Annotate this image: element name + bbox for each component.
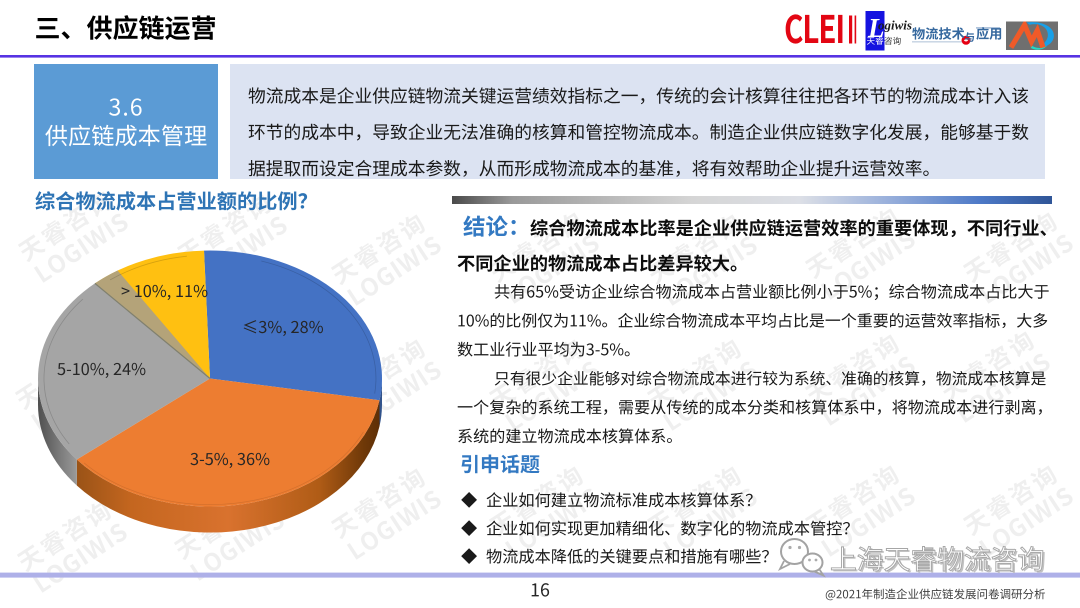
svg-text:ogiwis: ogiwis xyxy=(878,18,912,33)
svg-text:L: L xyxy=(867,13,885,43)
